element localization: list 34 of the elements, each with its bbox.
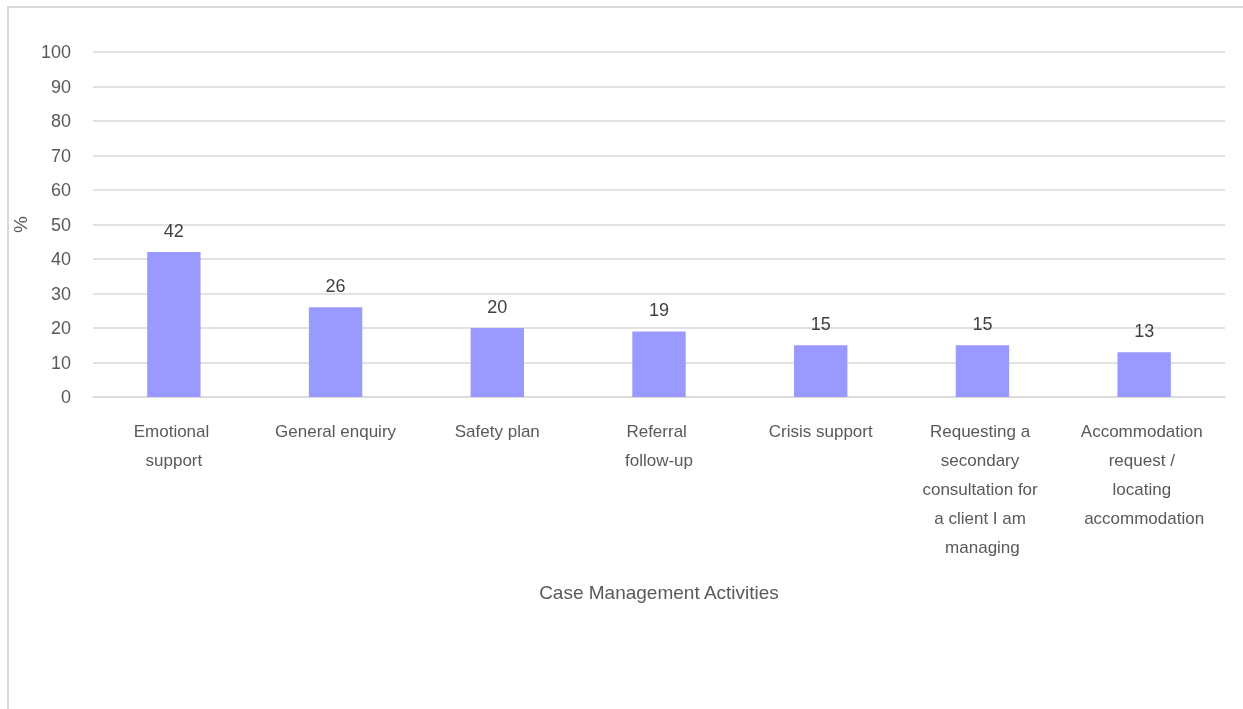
y-tick-label: 60 [50,180,71,200]
bar [1117,352,1171,397]
data-label: 20 [487,297,508,317]
y-tick-label: 90 [50,76,71,97]
x-axis-title: Case Management Activities [539,582,779,603]
x-tick-label: Emotional support [133,422,215,470]
bar [308,307,363,397]
data-label: 26 [325,276,346,297]
data-label: 19 [648,300,670,321]
y-tick-label: 40 [50,249,71,269]
y-tick-label: 70 [50,145,71,166]
y-tick-label: 10 [50,352,71,373]
data-label: 42 [163,221,184,242]
y-tick-label: 20 [50,318,71,338]
bar [794,345,848,397]
y-tick-label: 100 [40,42,71,62]
bar [147,252,201,397]
x-tick-label: Crisis support [768,422,873,441]
bar [632,331,686,397]
x-tick-label: Accommodation request / locating accommodation [1080,422,1208,528]
bar [470,328,524,397]
x-tick-label: Safety plan [454,422,540,441]
y-tick-label: 0 [60,387,71,407]
y-tick-label: 30 [50,283,71,304]
y-axis-title: % [10,215,32,233]
y-tick-label: 50 [50,214,71,235]
data-label: 15 [972,314,993,335]
data-label: 15 [810,314,831,335]
x-tick-label: Referral follow-up [624,422,694,470]
bar [955,345,1010,397]
y-tick-label: 80 [50,111,71,131]
data-label: 13 [1134,321,1155,342]
x-tick-label: General enquiry [275,422,397,441]
x-tick-label: Requesting a secondary consultation for a client I am managing [922,422,1043,557]
